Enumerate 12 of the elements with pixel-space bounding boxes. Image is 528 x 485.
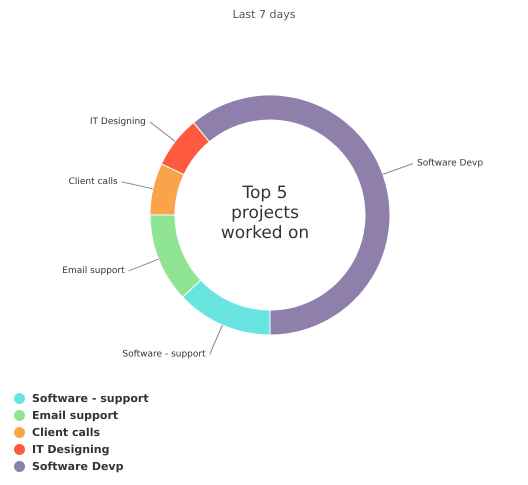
slice-label: Software Devp — [417, 158, 484, 169]
text: Top 5 projects worked on — [220, 183, 310, 243]
legend-label: IT Designing — [32, 442, 110, 458]
chart-title: Last 7 days — [232, 8, 296, 21]
slice-label: Software - support — [122, 350, 206, 360]
slice-label: Email support — [62, 266, 126, 276]
slice-label: Client calls — [68, 176, 118, 187]
legend-label: Email support — [32, 408, 118, 424]
legend-label: Software - support — [32, 391, 149, 407]
legend-label: Client calls — [32, 425, 100, 441]
slice-label: IT Designing — [90, 116, 146, 127]
legend-label: Software Devp — [32, 459, 124, 475]
